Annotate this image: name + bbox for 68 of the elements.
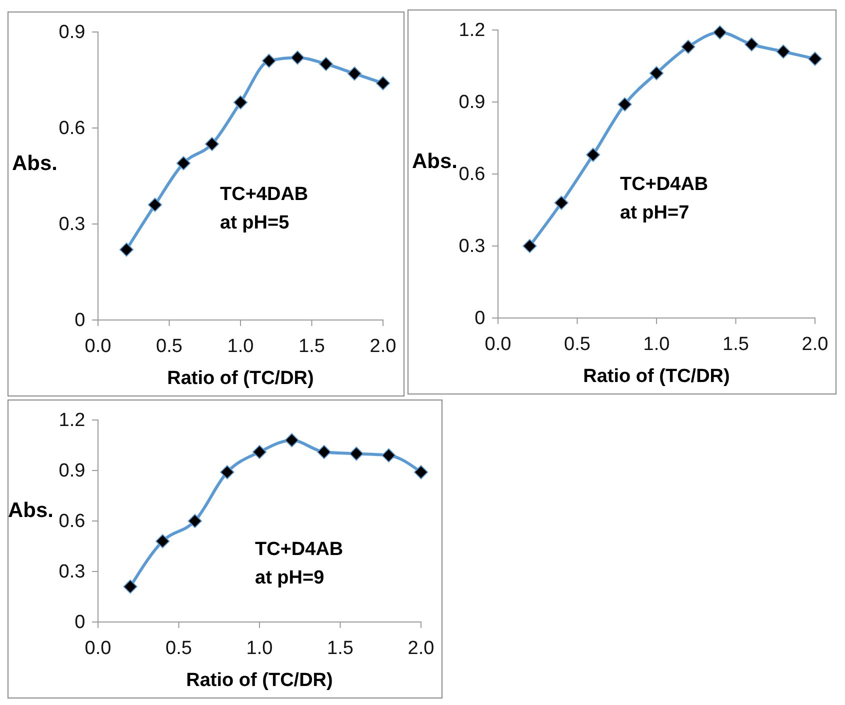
x-tick-label: 1.5 (722, 334, 749, 355)
x-axis-title: Ratio of (TC/DR) (167, 368, 314, 389)
point (618, 97, 632, 112)
point (776, 44, 790, 59)
y-tick-label: 0.9 (58, 22, 86, 44)
point (290, 50, 305, 65)
point (318, 56, 334, 72)
y-tick-label: 0 (74, 310, 86, 332)
point (262, 54, 276, 68)
x-tick-label: 0.0 (484, 334, 512, 355)
x-tick-label: 1.5 (327, 638, 354, 659)
x-tick-label: 2.0 (802, 334, 828, 355)
x-tick-label: 1.0 (227, 336, 254, 357)
annotation: TC+4DAB at pH=5 (220, 184, 308, 234)
point (376, 76, 390, 90)
point (586, 148, 600, 162)
point (220, 465, 234, 480)
x-tick-label: 2.0 (408, 638, 434, 659)
y-tick-label: 0.9 (458, 92, 486, 114)
x-axis-title: Ratio of (TC/DR) (583, 366, 730, 387)
x-tick-label: 1.0 (246, 638, 273, 659)
y-tick-label: 0.6 (58, 118, 86, 140)
x-tick-label: 0.0 (84, 336, 112, 357)
y-axis-title: Abs. (12, 152, 58, 176)
point (123, 580, 138, 594)
point (204, 136, 220, 152)
point (148, 198, 162, 212)
point (681, 40, 696, 54)
y-tick-label: 0 (474, 308, 486, 330)
x-axis-title: Ratio of (TC/DR) (186, 670, 333, 691)
y-tick-label: 0.6 (458, 164, 486, 186)
x-tick-label: 0.5 (156, 336, 182, 357)
point (176, 156, 191, 170)
point (414, 465, 428, 480)
point (233, 95, 248, 110)
point (649, 66, 664, 80)
x-tick-label: 1.0 (643, 334, 670, 355)
y-tick-label: 0 (74, 612, 86, 634)
point (349, 446, 364, 461)
x-tick-label: 1.5 (298, 336, 325, 357)
x-tick-label: 2.0 (370, 336, 396, 357)
point (188, 514, 202, 528)
y-tick-label: 1.2 (58, 410, 86, 432)
point (347, 66, 362, 81)
y-tick-label: 0.3 (458, 236, 486, 258)
point (119, 242, 134, 257)
point (744, 37, 759, 52)
annotation: TC+D4AB at pH=9 (255, 539, 344, 588)
point (156, 534, 170, 548)
y-tick-label: 0.9 (58, 460, 86, 482)
y-tick-label: 0.3 (58, 214, 86, 236)
x-tick-label: 0.0 (84, 638, 112, 659)
point (317, 444, 332, 460)
point (522, 238, 537, 254)
y-axis-title: Abs. (412, 150, 458, 174)
y-tick-label: 0.6 (58, 511, 86, 532)
point (808, 52, 822, 66)
point (554, 196, 568, 210)
y-tick-label: 0.3 (58, 562, 86, 583)
y-axis-title: Abs. (8, 498, 54, 522)
x-tick-label: 0.5 (166, 638, 192, 659)
point (712, 25, 727, 40)
point (382, 448, 396, 462)
y-tick-label: 1.2 (458, 20, 486, 42)
point (284, 433, 299, 448)
annotation: TC+D4AB at pH=7 (620, 174, 708, 224)
point (252, 444, 267, 460)
x-tick-label: 0.5 (564, 334, 590, 355)
